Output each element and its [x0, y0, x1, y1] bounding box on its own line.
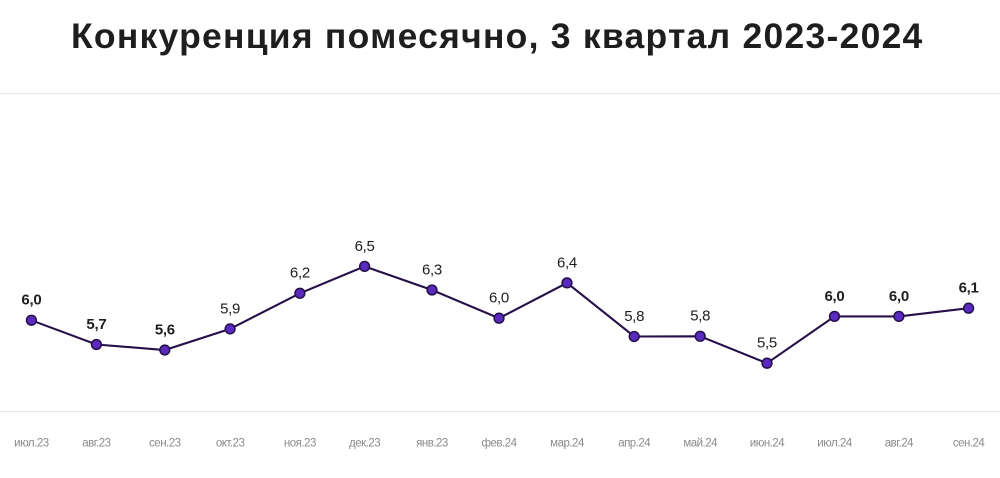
svg-text:авг.23: авг.23: [82, 438, 110, 450]
svg-text:июл.24: июл.24: [817, 438, 853, 450]
svg-text:окт.23: окт.23: [216, 438, 245, 450]
svg-text:6,2: 6,2: [290, 265, 310, 282]
svg-text:6,0: 6,0: [889, 288, 909, 305]
svg-text:авг.24: авг.24: [885, 438, 914, 450]
svg-text:5,8: 5,8: [624, 308, 644, 325]
svg-text:5,7: 5,7: [86, 316, 106, 333]
svg-text:фев.24: фев.24: [482, 438, 518, 450]
svg-text:6,3: 6,3: [422, 261, 442, 278]
svg-text:сен.24: сен.24: [953, 438, 986, 450]
svg-text:6,5: 6,5: [355, 238, 375, 255]
svg-text:6,0: 6,0: [21, 292, 41, 309]
svg-text:янв.23: янв.23: [416, 438, 448, 450]
svg-text:5,5: 5,5: [757, 335, 777, 352]
svg-text:6,1: 6,1: [959, 280, 979, 297]
svg-text:5,6: 5,6: [155, 321, 175, 338]
svg-text:май.24: май.24: [683, 438, 718, 450]
svg-text:июл.23: июл.23: [14, 438, 49, 450]
svg-text:мар.24: мар.24: [550, 438, 585, 450]
svg-text:апр.24: апр.24: [618, 438, 651, 450]
svg-text:5,9: 5,9: [220, 300, 240, 317]
svg-text:июн.24: июн.24: [750, 438, 785, 450]
svg-text:сен.23: сен.23: [149, 438, 181, 450]
svg-text:5,8: 5,8: [690, 308, 710, 325]
svg-text:ноя.23: ноя.23: [284, 438, 316, 450]
svg-text:6,0: 6,0: [825, 288, 845, 305]
svg-text:дек.23: дек.23: [349, 438, 380, 450]
svg-text:6,4: 6,4: [557, 254, 577, 271]
svg-text:6,0: 6,0: [489, 290, 509, 307]
